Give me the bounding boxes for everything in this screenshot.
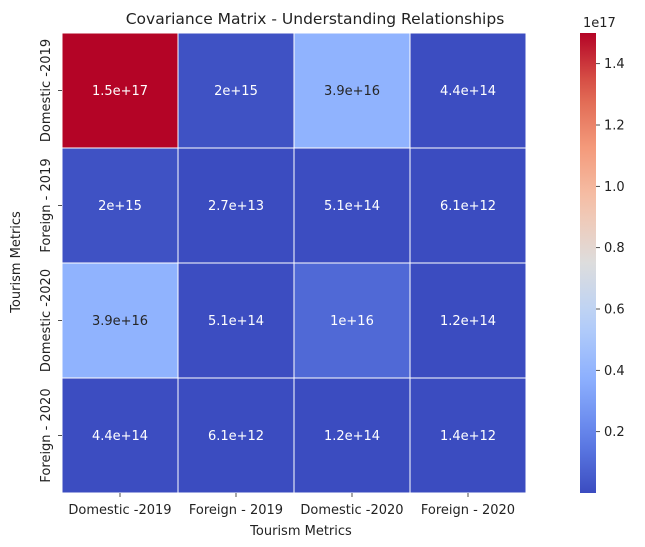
x-tick-label: Domestic -2019 xyxy=(68,503,171,518)
colorbar-tick-label: 0.2 xyxy=(604,425,625,440)
y-tick-label: Foreign - 2019 xyxy=(39,158,54,252)
heatmap-cells xyxy=(61,32,527,494)
colorbar-tick-label: 1.0 xyxy=(604,180,625,195)
cell-annotation: 1e+16 xyxy=(330,314,374,329)
heatmap-cell xyxy=(293,32,411,149)
heatmap-cell xyxy=(61,147,179,264)
colorbar-tick-label: 0.8 xyxy=(604,241,625,256)
heatmap-cell xyxy=(409,147,527,264)
cell-annotations: 1.5e+17 2e+15 3.9e+16 4.4e+14 2e+15 2.7e+13 5.… xyxy=(92,84,496,444)
cell-annotation: 6.1e+12 xyxy=(208,429,264,444)
x-axis-label: Tourism Metrics xyxy=(249,524,352,539)
heatmap-cell xyxy=(177,147,295,264)
cell-annotation: 1.2e+14 xyxy=(440,314,496,329)
cell-annotation: 4.4e+14 xyxy=(92,429,148,444)
heatmap-cell xyxy=(409,32,527,149)
x-tick-label: Domestic -2020 xyxy=(300,503,403,518)
heatmap-cell xyxy=(177,377,295,494)
heatmap-cell xyxy=(177,32,295,149)
y-tick-labels: Domestic -2019 Foreign - 2019 Domestic -20… xyxy=(39,39,62,483)
cell-annotation: 2e+15 xyxy=(214,84,258,99)
cell-annotation: 5.1e+14 xyxy=(208,314,264,329)
y-tick-label: Domestic -2020 xyxy=(39,269,54,372)
y-axis-label: Tourism Metrics xyxy=(9,211,24,314)
colorbar-tick-label: 0.4 xyxy=(604,364,625,379)
colorbar-scale-label: 1e17 xyxy=(583,16,616,31)
y-tick-label: Domestic -2019 xyxy=(39,39,54,142)
colorbar-ticks: 0.2 0.4 0.6 0.8 1.0 1.2 1.4 xyxy=(596,57,625,440)
heatmap-cell xyxy=(409,262,527,379)
cell-annotation: 1.5e+17 xyxy=(92,84,148,99)
heatmap-cell xyxy=(177,262,295,379)
cell-annotation: 2.7e+13 xyxy=(208,199,264,214)
x-tick-label: Foreign - 2020 xyxy=(421,503,515,518)
heatmap-cell xyxy=(293,377,411,494)
cell-annotation: 2e+15 xyxy=(98,199,142,214)
cell-annotation: 5.1e+14 xyxy=(324,199,380,214)
y-tick-label: Foreign - 2020 xyxy=(39,388,54,482)
colorbar-tick-label: 0.6 xyxy=(604,303,625,318)
colorbar-tick-label: 1.2 xyxy=(604,119,625,134)
cell-annotation: 3.9e+16 xyxy=(324,84,380,99)
colorbar xyxy=(580,33,596,493)
colorbar-tick-label: 1.4 xyxy=(604,57,625,72)
cell-annotation: 6.1e+12 xyxy=(440,199,496,214)
cell-annotation: 1.4e+12 xyxy=(440,429,496,444)
chart-title: Covariance Matrix - Understanding Relati… xyxy=(126,10,505,28)
cell-annotation: 1.2e+14 xyxy=(324,429,380,444)
heatmap-cell xyxy=(61,32,179,149)
heatmap-cell xyxy=(61,377,179,494)
cell-annotation: 3.9e+16 xyxy=(92,314,148,329)
x-tick-label: Foreign - 2019 xyxy=(189,503,283,518)
cell-annotation: 4.4e+14 xyxy=(440,84,496,99)
heatmap-cell xyxy=(409,377,527,494)
x-tick-labels: Domestic -2019 Foreign - 2019 Domestic -20… xyxy=(68,493,515,518)
